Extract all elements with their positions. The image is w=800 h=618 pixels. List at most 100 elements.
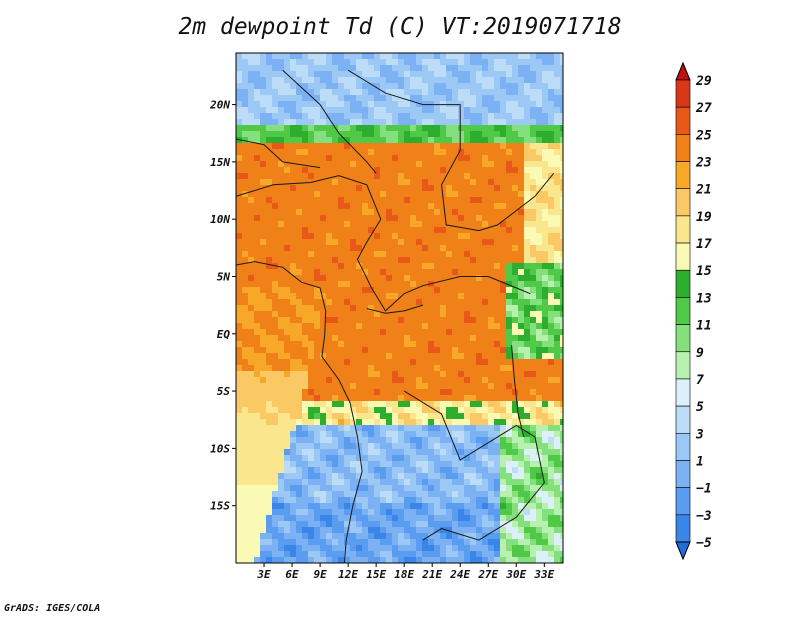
field-cell (248, 173, 255, 180)
field-cell (458, 179, 465, 186)
field-cell (326, 53, 333, 60)
field-cell (488, 287, 495, 294)
field-cell (254, 431, 261, 438)
field-cell (416, 449, 423, 456)
field-cell (344, 431, 351, 438)
field-cell (512, 83, 519, 90)
field-cell (308, 173, 315, 180)
field-cell (362, 311, 369, 318)
field-cell (236, 305, 243, 312)
field-cell (458, 209, 465, 216)
field-cell (326, 263, 333, 270)
field-cell (422, 431, 429, 438)
field-cell (422, 83, 429, 90)
field-cell (374, 185, 381, 192)
field-cell (356, 545, 363, 552)
field-cell (452, 515, 459, 522)
field-cell (422, 209, 429, 216)
field-cell (434, 401, 441, 408)
field-cell (482, 179, 489, 186)
field-cell (398, 203, 405, 210)
field-cell (398, 197, 405, 204)
field-cell (266, 413, 273, 420)
field-cell (422, 305, 429, 312)
field-cell (266, 293, 273, 300)
field-cell (416, 287, 423, 294)
field-cell (368, 113, 375, 120)
field-cell (488, 317, 495, 324)
field-cell (482, 545, 489, 552)
field-cell (248, 329, 255, 336)
field-cell (398, 71, 405, 78)
field-cell (272, 395, 279, 402)
field-cell (380, 179, 387, 186)
field-cell (284, 149, 291, 156)
field-cell (386, 203, 393, 210)
field-cell (428, 545, 435, 552)
field-cell (482, 299, 489, 306)
field-cell (440, 137, 447, 144)
field-cell (434, 173, 441, 180)
field-cell (494, 455, 501, 462)
field-cell (278, 395, 285, 402)
field-cell (344, 335, 351, 342)
field-cell (530, 539, 537, 546)
field-cell (494, 353, 501, 360)
field-cell (380, 449, 387, 456)
field-cell (416, 101, 423, 108)
field-cell (260, 257, 267, 264)
field-cell (452, 503, 459, 510)
field-cell (266, 215, 273, 222)
field-cell (446, 311, 453, 318)
field-cell (488, 323, 495, 330)
field-cell (344, 227, 351, 234)
field-cell (476, 71, 483, 78)
field-cell (548, 65, 555, 72)
field-cell (254, 383, 261, 390)
field-cell (434, 473, 441, 480)
field-cell (362, 335, 369, 342)
field-cell (494, 107, 501, 114)
field-cell (302, 263, 309, 270)
field-cell (446, 467, 453, 474)
field-cell (452, 473, 459, 480)
field-cell (464, 449, 471, 456)
field-cell (296, 527, 303, 534)
field-cell (344, 251, 351, 258)
field-cell (368, 155, 375, 162)
field-cell (356, 425, 363, 432)
field-cell (518, 323, 525, 330)
field-cell (416, 347, 423, 354)
field-cell (266, 191, 273, 198)
field-cell (284, 311, 291, 318)
field-cell (518, 107, 525, 114)
field-cell (416, 497, 423, 504)
field-cell (350, 305, 357, 312)
field-cell (488, 335, 495, 342)
field-cell (326, 59, 333, 66)
field-cell (242, 263, 249, 270)
field-cell (284, 239, 291, 246)
field-cell (326, 305, 333, 312)
field-cell (302, 413, 309, 420)
field-cell (494, 233, 501, 240)
field-cell (524, 515, 531, 522)
field-cell (236, 359, 243, 366)
field-cell (392, 185, 399, 192)
field-cell (476, 65, 483, 72)
field-cell (314, 281, 321, 288)
field-cell (266, 173, 273, 180)
field-cell (440, 239, 447, 246)
field-cell (284, 425, 291, 432)
field-cell (272, 257, 279, 264)
field-cell (386, 545, 393, 552)
field-cell (452, 191, 459, 198)
field-cell (290, 131, 297, 138)
field-cell (344, 383, 351, 390)
field-cell (260, 533, 267, 540)
field-cell (284, 533, 291, 540)
field-cell (380, 65, 387, 72)
field-cell (296, 317, 303, 324)
field-cell (434, 179, 441, 186)
field-cell (242, 311, 249, 318)
